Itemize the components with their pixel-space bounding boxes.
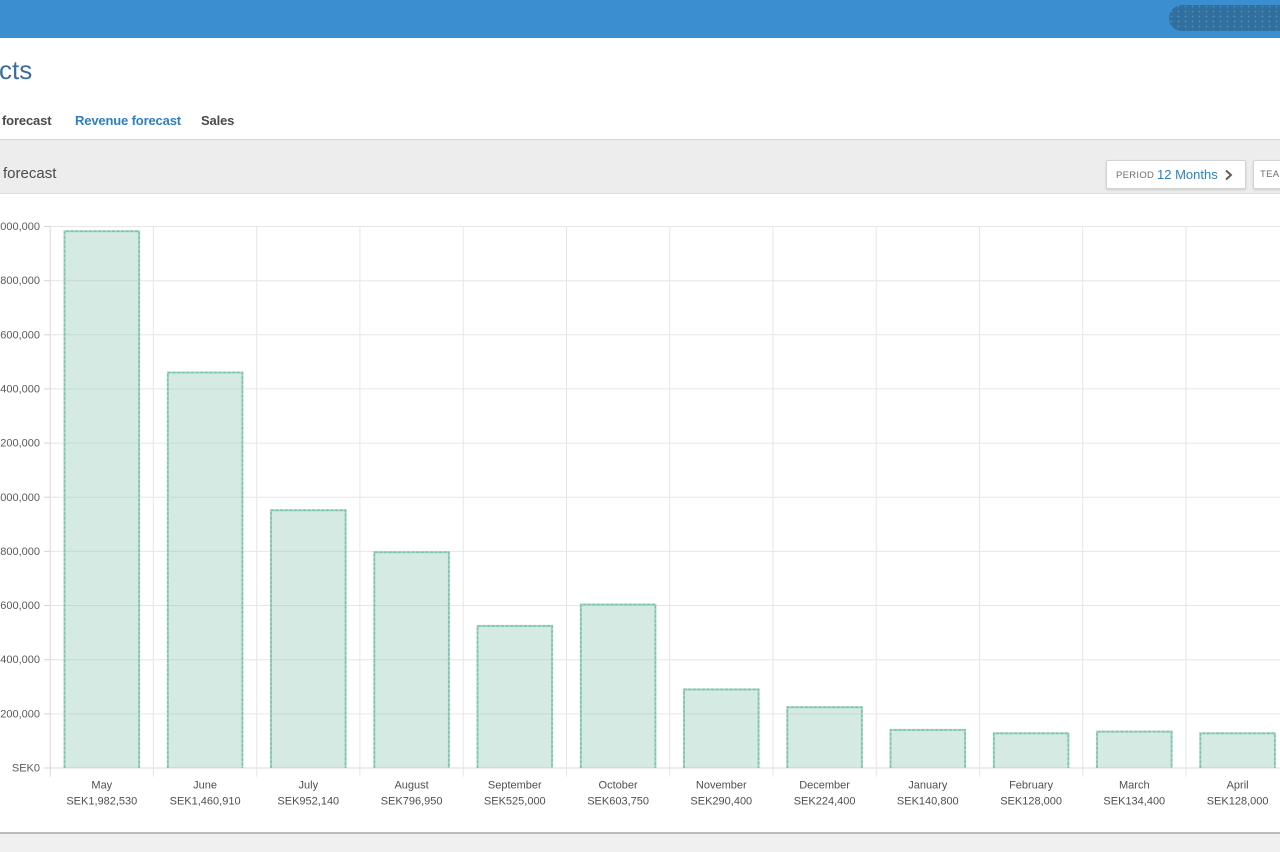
svg-text:1,400,000: 1,400,000: [0, 383, 40, 395]
svg-text:July: July: [299, 780, 319, 792]
svg-text:February: February: [1009, 780, 1054, 792]
svg-text:SEK1,982,530: SEK1,982,530: [66, 796, 137, 808]
svg-text:April: April: [1227, 780, 1249, 792]
svg-text:October: October: [599, 780, 638, 792]
svg-text:January: January: [908, 780, 948, 792]
svg-text:400,000: 400,000: [0, 654, 40, 666]
svg-text:SEK128,000: SEK128,000: [1207, 796, 1269, 808]
svg-text:1,200,000: 1,200,000: [0, 438, 40, 450]
svg-text:September: September: [488, 780, 542, 792]
svg-text:2,000,000: 2,000,000: [0, 221, 40, 233]
svg-text:March: March: [1119, 780, 1150, 792]
svg-text:600,000: 600,000: [0, 600, 40, 612]
svg-text:SEK1,460,910: SEK1,460,910: [170, 796, 241, 808]
svg-text:SEK134,400: SEK134,400: [1103, 796, 1165, 808]
svg-text:December: December: [799, 780, 850, 792]
svg-text:1,600,000: 1,600,000: [0, 329, 40, 341]
svg-text:May: May: [91, 780, 112, 792]
svg-text:November: November: [696, 780, 747, 792]
svg-text:200,000: 200,000: [0, 708, 40, 720]
svg-text:SEK290,400: SEK290,400: [690, 796, 752, 808]
svg-text:SEK952,140: SEK952,140: [277, 796, 339, 808]
svg-text:August: August: [394, 780, 428, 792]
svg-text:800,000: 800,000: [0, 546, 40, 558]
svg-text:June: June: [193, 780, 217, 792]
svg-text:SEK525,000: SEK525,000: [484, 796, 546, 808]
svg-text:1,000,000: 1,000,000: [0, 492, 40, 504]
svg-text:SEK0: SEK0: [12, 763, 40, 775]
svg-text:1,800,000: 1,800,000: [0, 275, 40, 287]
svg-text:SEK796,950: SEK796,950: [381, 796, 443, 808]
svg-text:SEK128,000: SEK128,000: [1000, 796, 1062, 808]
svg-text:SEK603,750: SEK603,750: [587, 796, 649, 808]
svg-text:SEK140,800: SEK140,800: [897, 796, 959, 808]
svg-text:SEK224,400: SEK224,400: [794, 796, 856, 808]
